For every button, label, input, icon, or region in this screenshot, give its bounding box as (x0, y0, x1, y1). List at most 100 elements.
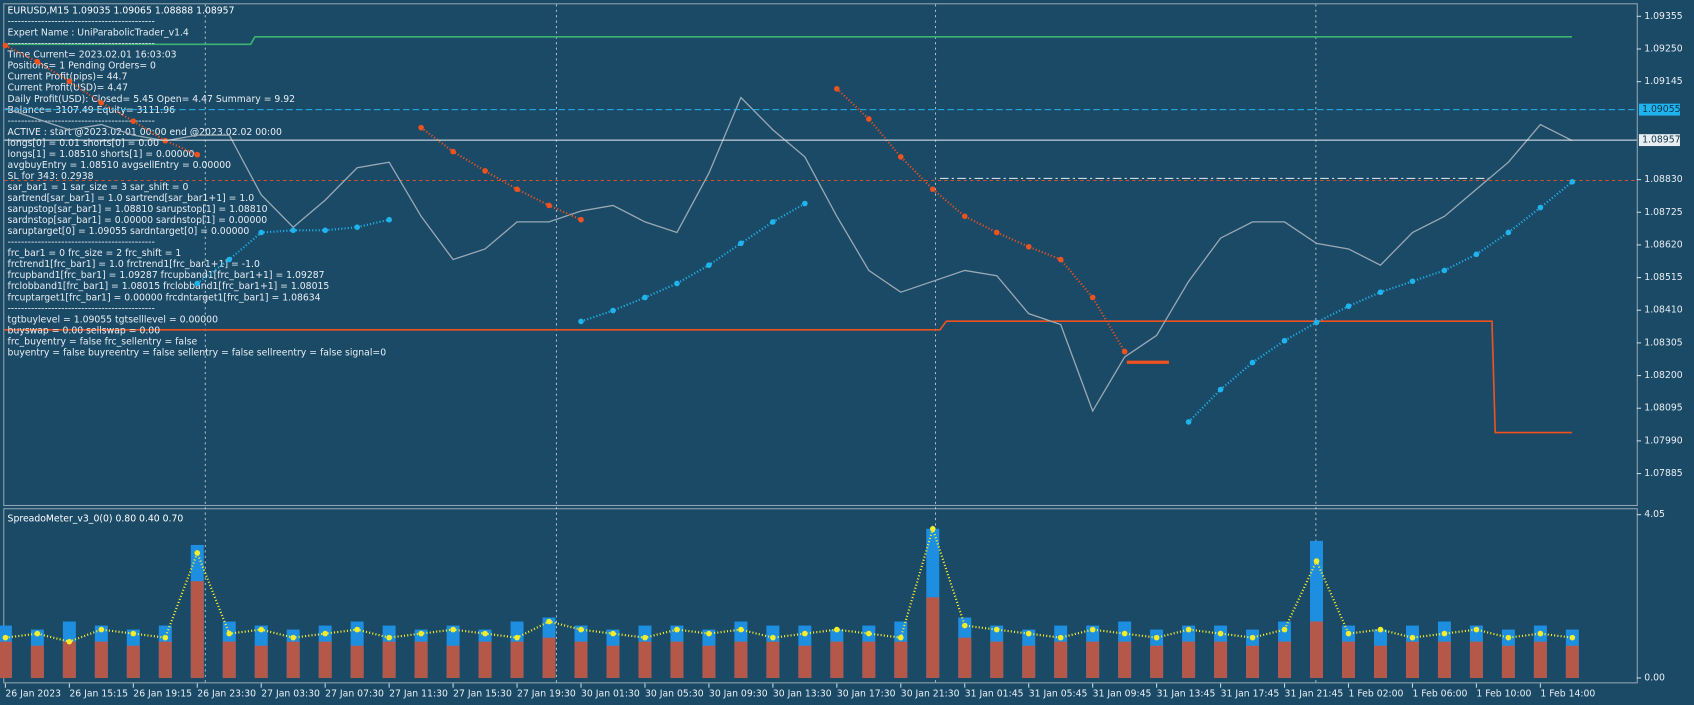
info-line: SL for 343: 0.2938 (8, 171, 94, 182)
dot (130, 118, 137, 124)
dot (258, 229, 265, 236)
dot (1505, 634, 1512, 641)
dot (354, 626, 360, 633)
dot (1121, 630, 1128, 637)
bar (318, 641, 332, 678)
dot (546, 618, 552, 625)
dot (674, 626, 680, 633)
bar (382, 641, 396, 678)
bar (0, 641, 12, 678)
info-line: ----------------------------------------… (8, 237, 155, 248)
dot (1185, 419, 1192, 425)
bar (958, 637, 972, 678)
y-tick-label: 1.08095 (1644, 403, 1682, 414)
info-line: ----------------------------------------… (8, 116, 155, 127)
bar (1150, 645, 1164, 678)
info-line: sar_bar1 = 1 sar_size = 3 sar_shift = 0 (8, 182, 189, 193)
y-tick-label: 0.00 (1644, 672, 1665, 683)
bar (862, 641, 876, 678)
bar (1405, 641, 1419, 678)
bar (766, 641, 780, 678)
x-tick-label: 27 Jan 07:30 (325, 689, 384, 700)
info-line: saruptarget[0] = 1.09055 sardntarget[0] … (8, 226, 250, 237)
dot (897, 154, 904, 160)
dot (961, 213, 968, 220)
bar (478, 641, 492, 678)
dot (290, 227, 297, 234)
dot (802, 200, 808, 207)
dot (993, 229, 1000, 236)
y-tick-label: 1.09145 (1644, 76, 1682, 87)
dot (706, 262, 712, 268)
info-line: frctrend1[frc_bar1] = 1.0 frctrend1[frc_… (8, 259, 260, 270)
dot (706, 630, 712, 637)
y-tick-label: 1.07990 (1644, 435, 1682, 446)
bar (286, 641, 300, 678)
y-tick-label: 1.08410 (1644, 305, 1682, 316)
bar (1118, 641, 1132, 678)
info-line: tgtbuylevel = 1.09055 tgtselllevel = 0.0… (8, 314, 219, 325)
bar (542, 637, 556, 678)
dot (1121, 348, 1128, 355)
bar (126, 645, 140, 678)
main-frame (3, 3, 1638, 507)
info-line: ----------------------------------------… (8, 39, 155, 50)
info-line: avgbuyEntry = 1.08510 avgsellEntry = 0.0… (8, 160, 232, 171)
dot (226, 630, 233, 637)
bar (894, 641, 908, 678)
dot (34, 58, 41, 65)
dot (546, 202, 552, 209)
dot (1089, 626, 1096, 633)
price-level-box (1638, 103, 1680, 116)
dot (1249, 634, 1256, 641)
x-tick-label: 30 Jan 21:30 (901, 689, 960, 700)
bar (1214, 641, 1228, 678)
dot (98, 99, 105, 106)
info-line: buyentry = false buyreentry = false sell… (8, 347, 387, 358)
bar (1310, 621, 1324, 678)
bar (1182, 641, 1196, 678)
dot (578, 626, 584, 633)
bar (926, 597, 940, 678)
dot (354, 224, 360, 231)
dot (1281, 626, 1288, 633)
dot (482, 168, 488, 174)
x-tick-label: 27 Jan 11:30 (389, 689, 448, 700)
dot (897, 634, 904, 641)
bar (254, 645, 268, 678)
bar (574, 641, 588, 678)
dot (1441, 267, 1448, 274)
bar (1342, 641, 1355, 678)
dot (866, 630, 872, 637)
dot (322, 227, 328, 234)
dot (578, 216, 584, 223)
x-tick-label: 1 Feb 10:00 (1476, 689, 1531, 700)
dot (993, 626, 1000, 633)
dot (1441, 630, 1448, 637)
dot (2, 634, 9, 641)
dot (226, 256, 233, 263)
dot (834, 626, 840, 633)
bar (798, 645, 812, 678)
dot (738, 240, 744, 247)
info-line: ACTIVE : start @2023.02.01 00:00 end @20… (8, 127, 282, 138)
price-level-label: 1.08957 (1642, 135, 1680, 146)
info-line: Expert Name : UniParabolicTrader_v1.4 (8, 28, 189, 39)
dot (1313, 558, 1320, 564)
info-line: ----------------------------------------… (8, 17, 155, 28)
x-tick-label: 27 Jan 19:30 (517, 689, 576, 700)
dot (1345, 303, 1352, 310)
dot (450, 626, 456, 633)
bar (94, 641, 108, 678)
dot (642, 634, 648, 641)
dot (610, 307, 616, 314)
bar (670, 641, 684, 678)
y-tick-label: 1.08305 (1644, 337, 1682, 348)
dot (2, 42, 9, 49)
dot (194, 280, 201, 287)
x-tick-label: 31 Jan 09:45 (1093, 689, 1152, 700)
bar (1054, 641, 1068, 678)
